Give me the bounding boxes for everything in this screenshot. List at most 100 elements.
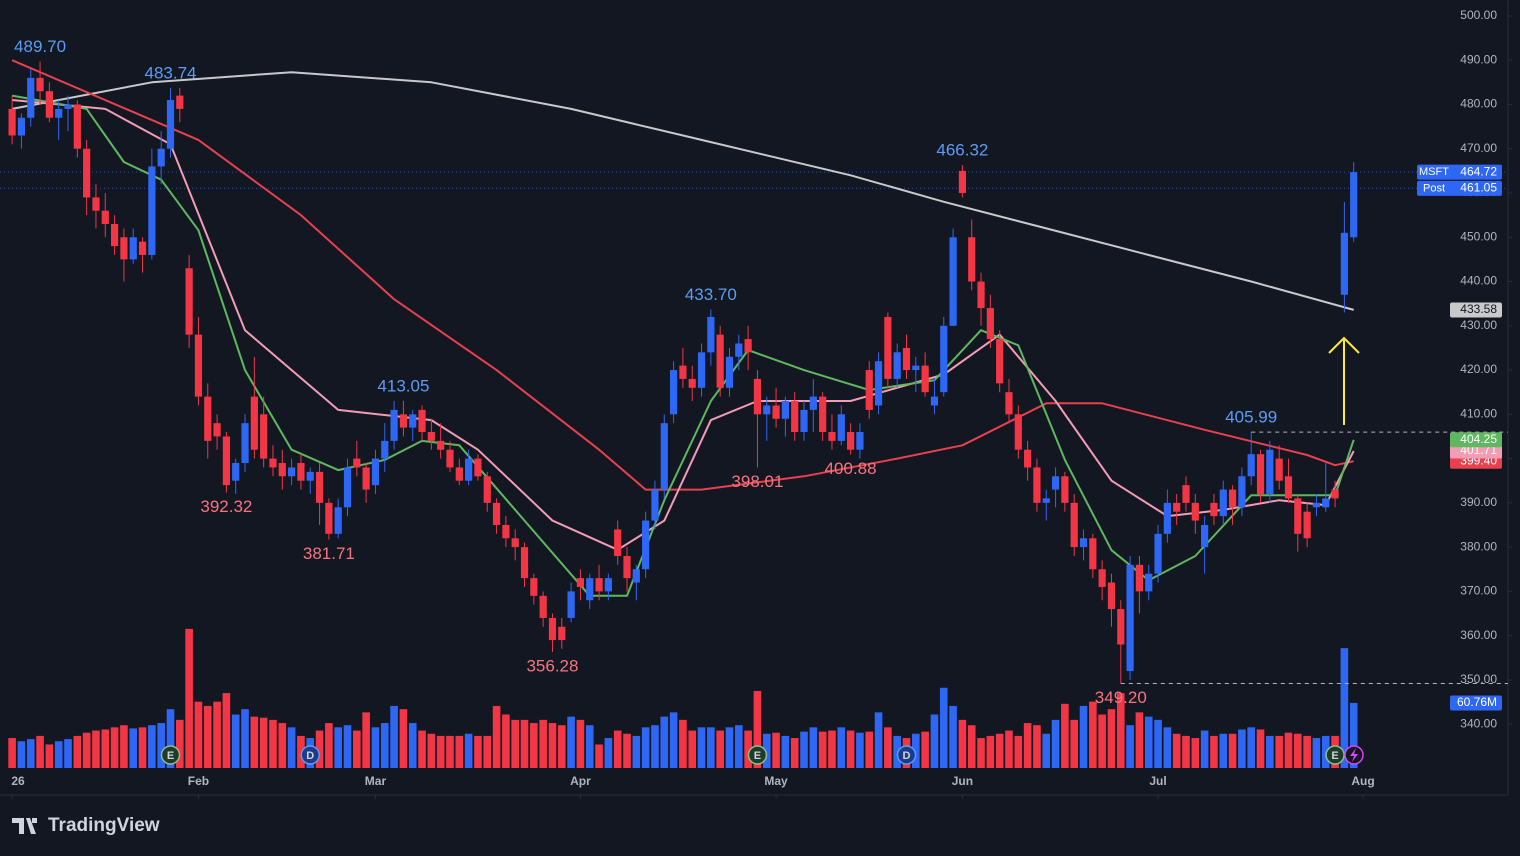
x-tick-label: Apr: [570, 774, 591, 788]
candle-body: [819, 396, 827, 433]
event-icon: [896, 745, 917, 765]
plot-area: 489.70 483.74 392.32 381.71 413.05 356.28 433.…: [0, 37, 1508, 768]
volume-bar: [977, 738, 985, 768]
y-tick-label: 430.00: [1460, 318, 1497, 332]
yellow-arrow: [1328, 336, 1360, 425]
volume-bar: [725, 727, 734, 768]
volume-bar: [641, 727, 650, 768]
brand-name: TradingView: [48, 815, 160, 836]
candle-body: [1005, 392, 1013, 415]
candle-body: [949, 237, 957, 326]
volume-bar: [1061, 703, 1069, 768]
y-tick-label: 340.00: [1460, 716, 1497, 730]
axis-tag: [1450, 432, 1502, 448]
volume-bar: [17, 741, 26, 768]
volume-bar: [986, 735, 995, 768]
volume-bar: [1266, 735, 1274, 768]
volume-bar: [1042, 733, 1051, 768]
candle-body: [586, 578, 594, 601]
volume-bar: [129, 728, 138, 768]
candle-body: [465, 458, 473, 481]
volume-bar: [176, 719, 184, 768]
candle-body: [1107, 582, 1116, 610]
volume-bar: [390, 705, 398, 768]
price-tag-name: Post: [1423, 182, 1445, 194]
extreme-label: 483.74: [144, 63, 196, 82]
y-tick-label: 490.00: [1460, 52, 1497, 66]
y-tick-label: 370.00: [1460, 584, 1497, 598]
candle-body: [483, 476, 491, 503]
extreme-label: 381.71: [303, 544, 355, 563]
y-tick-label: 500.00: [1460, 8, 1497, 22]
candle-body: [222, 436, 230, 486]
candle-body: [912, 365, 920, 371]
candle-body: [278, 463, 286, 477]
candle-body: [446, 449, 454, 468]
candle-body: [362, 467, 370, 490]
volume-bar: [846, 730, 855, 768]
volume-bar: [148, 725, 156, 768]
candle-body: [343, 467, 352, 508]
price-tag: [1417, 164, 1502, 180]
candle-body: [138, 241, 147, 255]
candle-body: [1256, 454, 1265, 494]
candle-body: [1098, 569, 1106, 587]
volume-bar: [408, 723, 417, 768]
candle-body: [110, 223, 119, 247]
candle-body: [1051, 476, 1060, 490]
candle-body: [315, 471, 324, 503]
candle-body: [511, 538, 519, 548]
candle-body: [753, 378, 762, 415]
volume-bar: [1293, 733, 1302, 768]
candle-body: [64, 104, 72, 109]
volume-bar: [101, 729, 110, 768]
x-tick-label: 26: [11, 774, 25, 788]
candle-body: [502, 524, 510, 539]
volume-bar: [138, 727, 147, 768]
event-icon: [160, 745, 181, 765]
candle-body: [763, 405, 771, 415]
candle-body: [1070, 502, 1078, 548]
candle-body: [1303, 511, 1311, 539]
x-tick-label: Jul: [1149, 774, 1166, 788]
candle-body: [427, 432, 435, 441]
extreme-label: 413.05: [377, 376, 429, 395]
candle-body: [1322, 498, 1330, 508]
volume-bar: [930, 714, 939, 768]
volume-bar: [82, 732, 91, 768]
volume-bar: [325, 723, 333, 768]
candle-body: [520, 547, 529, 579]
volume-bar: [865, 731, 874, 768]
candle-body: [744, 339, 752, 353]
candle-body: [288, 467, 296, 477]
candle-body: [1201, 524, 1209, 548]
candle-body: [55, 108, 63, 118]
candle-body: [204, 396, 212, 441]
volume-bar: [511, 719, 520, 768]
volume-bar: [613, 730, 622, 768]
volume-bar: [595, 744, 603, 768]
volume-bar: [399, 709, 408, 768]
candle-body: [371, 458, 380, 486]
candle-body: [1294, 498, 1302, 534]
y-tick-label: 360.00: [1460, 628, 1497, 642]
candle-body: [847, 432, 855, 450]
moving-average-line: [11, 59, 1354, 491]
volume-bar: [231, 714, 240, 768]
volume-bar: [353, 730, 361, 768]
candle-body: [977, 281, 985, 309]
volume-bar: [1256, 729, 1265, 768]
volume-bar: [939, 687, 948, 768]
volume-bar: [185, 628, 193, 768]
y-tick-label: 410.00: [1460, 406, 1497, 420]
candle-body: [1247, 454, 1255, 477]
candle-body: [632, 569, 640, 583]
extreme-label: 489.70: [14, 37, 66, 56]
volume-bar: [921, 731, 929, 768]
volume-bar: [194, 701, 203, 768]
volume-bar: [157, 723, 165, 768]
candle-body: [1117, 609, 1125, 645]
candle-body: [157, 148, 165, 167]
candle-body: [930, 396, 939, 406]
